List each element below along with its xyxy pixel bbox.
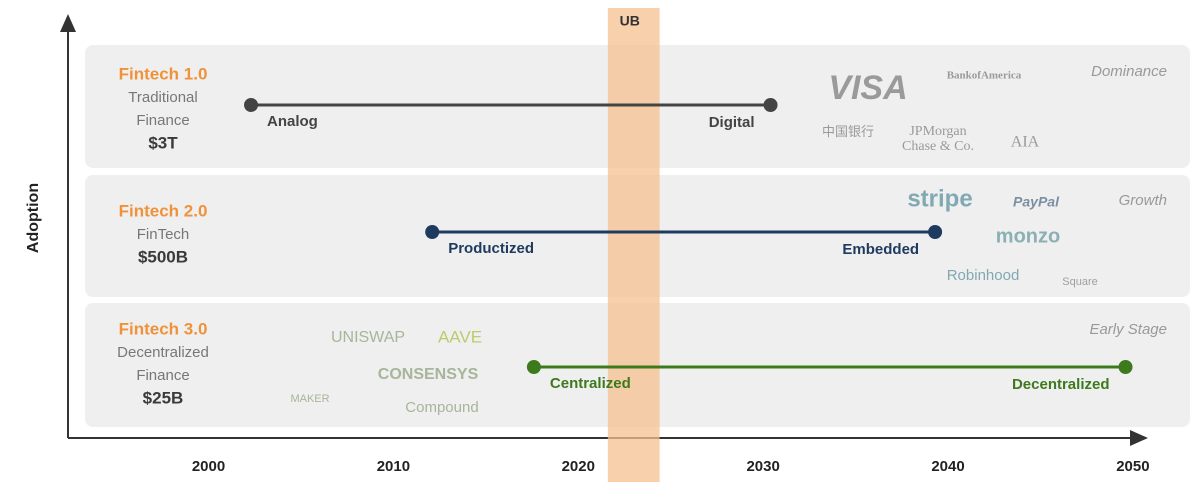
timeline-end <box>763 98 778 112</box>
row-name: Fintech 1.0 <box>119 64 208 83</box>
row-stage: Early Stage <box>1089 321 1167 338</box>
row-stage: Growth <box>1119 192 1167 209</box>
row-name: Fintech 2.0 <box>119 201 208 220</box>
logo: monzo <box>996 225 1060 247</box>
logo: BankofAmerica <box>947 70 1022 82</box>
logo: Chase & Co. <box>902 139 974 154</box>
logo: Compound <box>405 399 478 416</box>
logo: UNISWAP <box>331 329 405 346</box>
start-label: Productized <box>448 240 534 257</box>
highlight-band <box>607 8 660 482</box>
row-stage: Dominance <box>1091 63 1167 80</box>
logo: JPMorgan <box>909 124 966 139</box>
start-label: Centralized <box>550 375 631 392</box>
timeline-end <box>1118 360 1133 374</box>
x-tick-label: 2000 <box>192 458 225 475</box>
x-tick-label: 2010 <box>377 458 410 475</box>
end-label: Digital <box>709 114 755 131</box>
highlight-label: UB <box>620 13 640 29</box>
x-tick-label: 2030 <box>746 458 779 475</box>
row-market: $3T <box>148 133 178 152</box>
end-label: Embedded <box>842 241 919 258</box>
logo: 中国银行 <box>822 124 874 139</box>
row-description: Finance <box>136 112 189 129</box>
row-market: $500B <box>138 247 188 266</box>
row-name: Fintech 3.0 <box>119 319 208 338</box>
row-market: $25B <box>143 388 184 407</box>
x-tick-label: 2050 <box>1116 458 1149 475</box>
logo: VISA <box>828 69 907 107</box>
timeline-start <box>244 98 259 112</box>
x-tick-label: 2040 <box>931 458 964 475</box>
logo: stripe <box>907 185 972 212</box>
logo: Robinhood <box>947 267 1020 284</box>
row-description: Finance <box>136 367 189 384</box>
logo: Square <box>1062 276 1097 288</box>
logo: PayPal <box>1013 194 1060 210</box>
row-description: Decentralized <box>117 344 209 361</box>
y-axis-label: Adoption <box>25 183 42 253</box>
logo: MAKER <box>290 393 329 405</box>
start-label: Analog <box>267 113 318 130</box>
x-tick-label: 2020 <box>562 458 595 475</box>
timeline-start <box>526 360 541 374</box>
timeline-end <box>928 225 943 239</box>
end-label: Decentralized <box>1012 376 1110 393</box>
logo: CONSENSYS <box>378 366 479 383</box>
row-description: Traditional <box>128 89 197 106</box>
logo: AIA <box>1011 134 1040 151</box>
logo: AAVE <box>438 327 482 346</box>
timeline-start <box>425 225 440 239</box>
row-description: FinTech <box>137 226 190 243</box>
